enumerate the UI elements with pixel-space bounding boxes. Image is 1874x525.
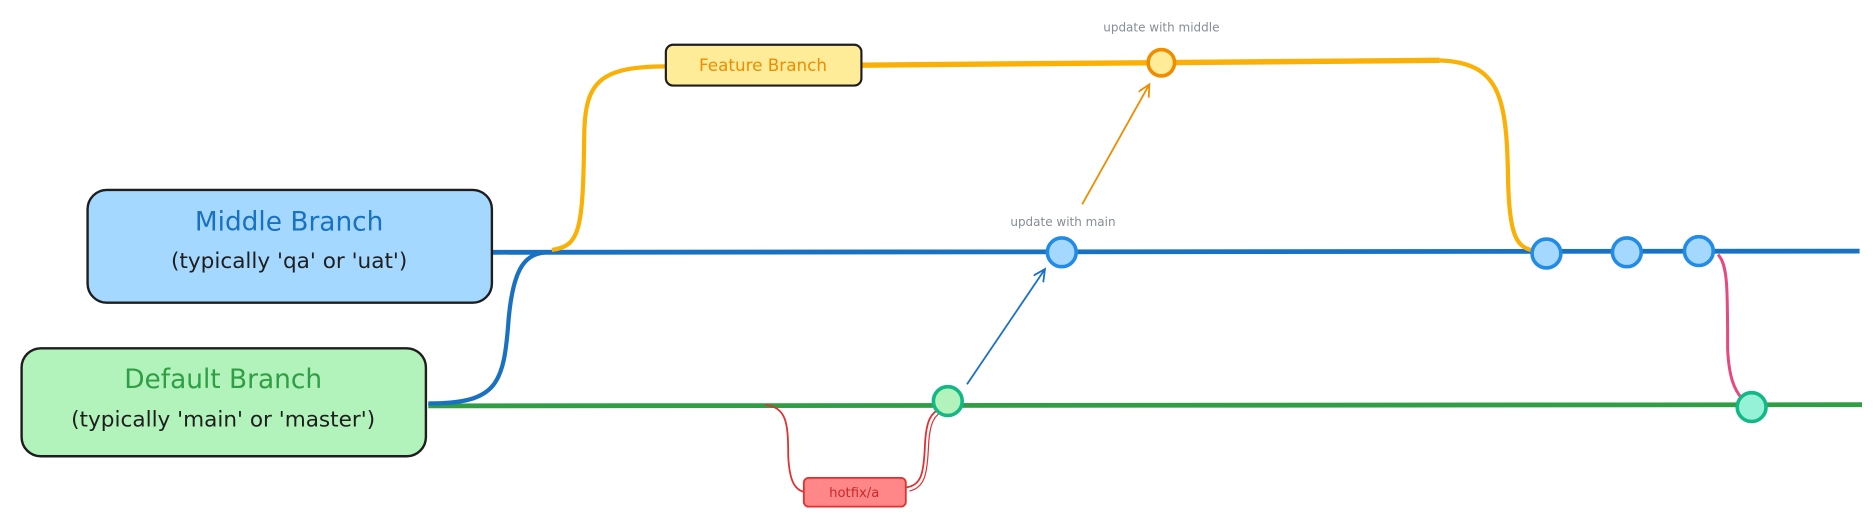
update-with-middle-arrow [1081, 84, 1149, 205]
middle-branch-line [491, 248, 1860, 255]
hotfix-out-line [765, 403, 806, 494]
middle-commit [1610, 236, 1644, 269]
feature-branch-merge-curve [1439, 58, 1532, 252]
default-branch-subtitle: (typically 'main' or 'master') [71, 407, 375, 432]
default-commit [931, 384, 964, 418]
hotfix-label: hotfix/a [829, 486, 879, 501]
middle-branch-title: Middle Branch [195, 208, 384, 238]
hotfix-merge-line [905, 407, 943, 489]
hotfix-merge-line-sketch [909, 410, 945, 492]
middle-commit [1682, 234, 1716, 268]
middle-branch-subtitle: (typically 'qa' or 'uat') [171, 249, 407, 274]
feature-branch-label: Feature Branch [699, 55, 827, 75]
release-merge-line [1716, 253, 1744, 400]
middle-branch-box: Middle Branch (typically 'qa' or 'uat') [86, 188, 494, 304]
feature-commit [1146, 47, 1177, 78]
default-branch-title: Default Branch [124, 365, 322, 395]
middle-commit [1530, 237, 1563, 270]
default-commit [1735, 390, 1768, 424]
middle-from-default-curve [428, 250, 550, 406]
default-branch-line [428, 402, 1863, 409]
update-with-middle-label: update with middle [1103, 21, 1219, 35]
default-branch-box: Default Branch (typically 'main' or 'mas… [20, 347, 428, 458]
hotfix-box: hotfix/a [802, 476, 907, 508]
update-with-main-arrow [966, 269, 1045, 385]
feature-branch-out-curve [551, 64, 668, 252]
update-with-main-label: update with main [1010, 215, 1115, 229]
feature-branch-box: Feature Branch [664, 43, 863, 87]
middle-commit [1045, 236, 1078, 269]
